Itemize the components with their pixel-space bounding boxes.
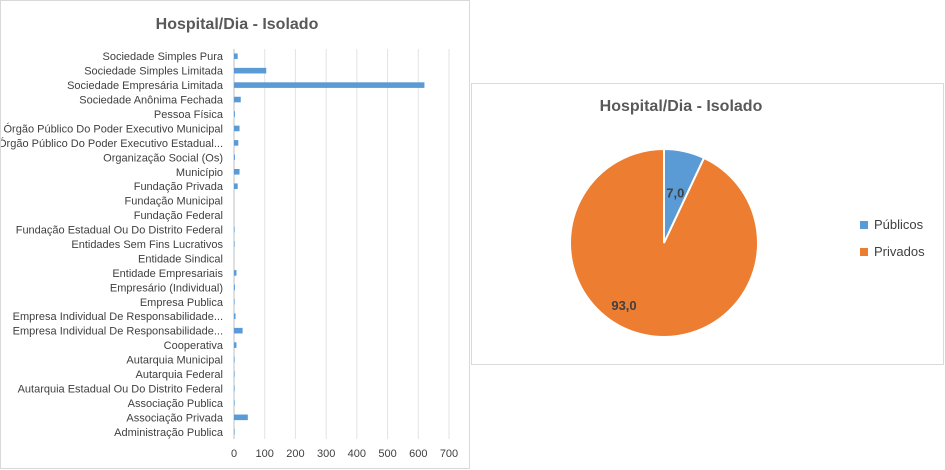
bar — [234, 67, 267, 74]
bar — [234, 183, 238, 190]
bar-gridlines — [264, 49, 450, 439]
bar — [234, 125, 240, 132]
bar-tick-label: 500 — [378, 448, 396, 460]
pie-chart-panel: Hospital/Dia - Isolado 7,0 93,0 Públicos P… — [471, 83, 944, 365]
bar — [234, 270, 237, 276]
bar-category-label: Pessoa Física — [154, 109, 224, 121]
bar — [234, 140, 239, 146]
bar-chart-panel: Hospital/Dia - Isolado Sociedade Simples… — [0, 0, 470, 469]
pie-slices — [569, 147, 759, 338]
bar-category-label: Empresa Publica — [140, 297, 224, 309]
bar-tick-label: 0 — [231, 448, 237, 460]
pie-legend: Públicos Privados — [860, 217, 925, 259]
bar-category-label: Fundação Estadual Ou Do Distrito Federal — [16, 225, 223, 237]
bar — [234, 327, 243, 334]
bar-chart-title: Hospital/Dia - Isolado — [156, 16, 319, 33]
bar — [234, 96, 241, 103]
bar — [234, 154, 235, 161]
pie-chart: Hospital/Dia - Isolado 7,093,0 PúblicosP… — [569, 98, 925, 338]
bar-series — [234, 53, 425, 435]
bar — [234, 371, 235, 377]
bar-category-label: Fundação Privada — [134, 181, 224, 193]
bar-category-label: Empresa Individual De Responsabilidade..… — [13, 311, 223, 323]
bar — [234, 241, 235, 247]
pie-data-labels: 7,0 93,0 — [611, 186, 684, 313]
bar — [234, 298, 235, 305]
bar-category-label: Sociedade Empresária Limitada — [67, 80, 224, 92]
bar-category-label: Município — [176, 167, 223, 179]
bar-tick-labels: 0 100 200 300 400 500 600 700 — [231, 448, 458, 460]
pie-slice — [569, 147, 759, 338]
pie-legend-swatch — [860, 248, 868, 256]
bar — [234, 53, 238, 60]
bar-category-label: Autarquia Estadual Ou Do Distrito Federa… — [18, 383, 223, 395]
bar-chart: Hospital/Dia - Isolado Sociedade Simples… — [1, 16, 458, 460]
bar-category-label: Órgão Público Do Poder Executivo Estadua… — [1, 137, 223, 150]
bar-category-label: Associação Privada — [126, 412, 223, 424]
bar — [234, 284, 235, 291]
bar — [234, 400, 235, 406]
bar — [234, 428, 235, 435]
bar — [234, 385, 235, 392]
bar-category-label: Fundação Federal — [134, 210, 223, 222]
bar-category-label: Cooperativa — [164, 340, 224, 352]
bar-tick-label: 700 — [440, 448, 458, 460]
pie-data-label: 7,0 — [666, 186, 684, 201]
pie-chart-title: Hospital/Dia - Isolado — [600, 98, 763, 115]
bar-tick-label: 100 — [256, 448, 274, 460]
bar-category-label: Entidade Sindical — [138, 253, 223, 265]
bar — [234, 111, 235, 117]
bar-category-label: Associação Publica — [128, 398, 224, 410]
bar — [234, 356, 235, 363]
bar — [234, 342, 237, 348]
bar-category-label: Sociedade Simples Limitada — [84, 66, 224, 78]
pie-legend-swatch — [860, 221, 868, 229]
bar-category-label: Entidades Sem Fins Lucrativos — [71, 239, 223, 251]
bar-category-label: Sociedade Anônima Fechada — [79, 95, 224, 107]
bar-category-label: Administração Publica — [114, 427, 224, 439]
bar — [234, 414, 248, 421]
bar-category-label: Empresário (Individual) — [110, 282, 223, 294]
bar-category-label: Organização Social (Os) — [103, 152, 223, 164]
pie-data-label: 93,0 — [611, 298, 636, 313]
bar-tick-label: 400 — [348, 448, 366, 460]
pie-legend-label: Públicos — [874, 217, 924, 232]
bar-category-label: Entidade Empresariais — [112, 268, 223, 280]
bar-tick-label: 300 — [317, 448, 335, 460]
bar-tick-label: 600 — [409, 448, 427, 460]
bar — [234, 313, 236, 320]
bar-category-label: Autarquia Municipal — [126, 355, 223, 367]
bar-tick-label: 200 — [286, 448, 304, 460]
bar-category-label: Fundação Municipal — [125, 196, 223, 208]
bar — [234, 168, 240, 175]
bar — [234, 82, 425, 88]
bar — [234, 226, 235, 233]
bar-category-label: Empresa Individual De Responsabilidade..… — [13, 326, 223, 338]
bar-category-label: Órgão Público Do Poder Executivo Municip… — [3, 122, 223, 135]
bar-category-label: Autarquia Federal — [136, 369, 223, 381]
bar-category-labels: Sociedade Simples Pura Sociedade Simples … — [1, 51, 224, 439]
bar-category-label: Sociedade Simples Pura — [103, 51, 224, 63]
pie-legend-label: Privados — [874, 244, 925, 259]
